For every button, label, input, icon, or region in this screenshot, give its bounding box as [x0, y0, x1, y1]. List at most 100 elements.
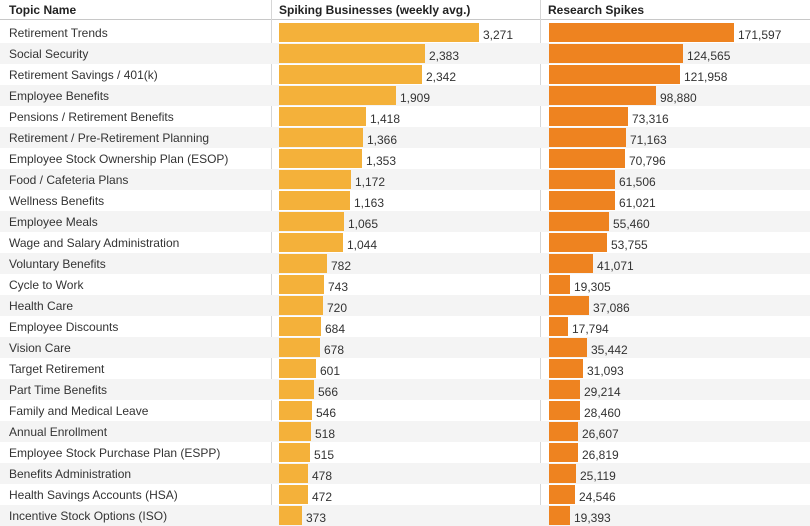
spiking-businesses-bar[interactable] [279, 422, 311, 441]
research-spikes-bar[interactable] [549, 359, 583, 378]
spiking-businesses-bar[interactable] [279, 212, 344, 231]
research-spikes-bar[interactable] [549, 296, 589, 315]
table-row[interactable]: Employee Benefits 1,909 98,880 [0, 85, 810, 106]
research-spikes-bar[interactable] [549, 401, 580, 420]
research-spikes-bar[interactable] [549, 65, 680, 84]
spiking-businesses-bar[interactable] [279, 23, 479, 42]
header-spiking-businesses[interactable]: Spiking Businesses (weekly avg.) [279, 3, 471, 17]
spiking-businesses-bar[interactable] [279, 380, 314, 399]
research-spikes-value: 25,119 [580, 469, 616, 483]
topic-name: Part Time Benefits [9, 383, 108, 397]
spiking-businesses-bar[interactable] [279, 317, 321, 336]
spiking-businesses-bar[interactable] [279, 359, 316, 378]
research-spikes-bar[interactable] [549, 464, 576, 483]
spiking-businesses-bar[interactable] [279, 170, 351, 189]
spiking-businesses-bar[interactable] [279, 443, 310, 462]
research-spikes-bar[interactable] [549, 86, 656, 105]
table-row[interactable]: Voluntary Benefits 782 41,071 [0, 253, 810, 274]
topic-name: Wage and Salary Administration [9, 236, 180, 250]
table-row[interactable]: Social Security 2,383 124,565 [0, 43, 810, 64]
spiking-businesses-bar[interactable] [279, 86, 396, 105]
spiking-businesses-value: 566 [318, 385, 339, 399]
research-spikes-bar[interactable] [549, 191, 615, 210]
table-row[interactable]: Health Savings Accounts (HSA) 472 24,546 [0, 484, 810, 505]
research-spikes-bar[interactable] [549, 380, 580, 399]
spiking-businesses-bar[interactable] [279, 191, 350, 210]
research-spikes-bar[interactable] [549, 443, 578, 462]
spiking-businesses-value: 1,044 [347, 238, 378, 252]
spiking-businesses-bar[interactable] [279, 296, 323, 315]
spiking-businesses-value: 1,163 [354, 196, 385, 210]
table-row[interactable]: Employee Stock Ownership Plan (ESOP) 1,35… [0, 148, 810, 169]
spiking-businesses-value: 1,065 [348, 217, 379, 231]
research-spikes-bar[interactable] [549, 254, 593, 273]
research-spikes-value: 121,958 [684, 70, 728, 84]
table-row[interactable]: Health Care 720 37,086 [0, 295, 810, 316]
table-row[interactable]: Annual Enrollment 518 26,607 [0, 421, 810, 442]
research-spikes-bar[interactable] [549, 23, 734, 42]
spiking-businesses-bar[interactable] [279, 506, 302, 525]
topic-name: Benefits Administration [9, 467, 132, 481]
table-row[interactable]: Part Time Benefits 566 29,214 [0, 379, 810, 400]
spiking-businesses-bar[interactable] [279, 254, 327, 273]
spiking-businesses-value: 720 [327, 301, 348, 315]
research-spikes-bar[interactable] [549, 233, 607, 252]
table-row[interactable]: Employee Discounts 684 17,794 [0, 316, 810, 337]
research-spikes-bar[interactable] [549, 338, 587, 357]
table-row[interactable]: Wellness Benefits 1,163 61,021 [0, 190, 810, 211]
research-spikes-value: 29,214 [584, 385, 621, 399]
table-row[interactable]: Wage and Salary Administration 1,044 53,75… [0, 232, 810, 253]
table-row[interactable]: Cycle to Work 743 19,305 [0, 274, 810, 295]
spiking-businesses-bar[interactable] [279, 149, 362, 168]
table-row[interactable]: Employee Meals 1,065 55,460 [0, 211, 810, 232]
research-spikes-bar[interactable] [549, 128, 626, 147]
table-row[interactable]: Employee Stock Purchase Plan (ESPP) 515 26… [0, 442, 810, 463]
research-spikes-value: 171,597 [738, 28, 782, 42]
topic-name: Retirement / Pre-Retirement Planning [9, 131, 210, 145]
spiking-businesses-bar[interactable] [279, 128, 363, 147]
research-spikes-bar[interactable] [549, 170, 615, 189]
research-spikes-bar[interactable] [549, 422, 578, 441]
spiking-businesses-bar[interactable] [279, 233, 343, 252]
research-spikes-value: 35,442 [591, 343, 628, 357]
research-spikes-value: 28,460 [584, 406, 621, 420]
topic-name: Annual Enrollment [9, 425, 108, 439]
spiking-businesses-bar[interactable] [279, 65, 422, 84]
spiking-businesses-bar[interactable] [279, 485, 308, 504]
topic-name: Retirement Trends [9, 26, 108, 40]
research-spikes-bar[interactable] [549, 317, 568, 336]
research-spikes-value: 19,305 [574, 280, 611, 294]
spiking-businesses-value: 1,353 [366, 154, 397, 168]
spiking-businesses-bar[interactable] [279, 401, 312, 420]
spiking-businesses-bar[interactable] [279, 338, 320, 357]
spiking-businesses-bar[interactable] [279, 107, 366, 126]
header-topic-name[interactable]: Topic Name [9, 3, 77, 17]
spiking-businesses-value: 2,342 [426, 70, 457, 84]
research-spikes-bar[interactable] [549, 44, 683, 63]
research-spikes-bar[interactable] [549, 275, 570, 294]
table-row[interactable]: Target Retirement 601 31,093 [0, 358, 810, 379]
research-spikes-bar[interactable] [549, 212, 609, 231]
topic-name: Social Security [9, 47, 89, 61]
topic-name: Voluntary Benefits [9, 257, 106, 271]
research-spikes-bar[interactable] [549, 506, 570, 525]
research-spikes-bar[interactable] [549, 485, 575, 504]
table-row[interactable]: Retirement / Pre-Retirement Planning 1,36… [0, 127, 810, 148]
table-row[interactable]: Food / Cafeteria Plans 1,172 61,506 [0, 169, 810, 190]
research-spikes-value: 19,393 [574, 511, 611, 525]
research-spikes-bar[interactable] [549, 149, 625, 168]
table-row[interactable]: Retirement Savings / 401(k) 2,342 121,958 [0, 64, 810, 85]
table-row[interactable]: Retirement Trends 3,271 171,597 [0, 22, 810, 43]
spiking-businesses-bar[interactable] [279, 44, 425, 63]
research-spikes-bar[interactable] [549, 107, 628, 126]
table-row[interactable]: Benefits Administration 478 25,119 [0, 463, 810, 484]
topic-name: Employee Stock Purchase Plan (ESPP) [9, 446, 221, 460]
table-row[interactable]: Pensions / Retirement Benefits 1,418 73,31… [0, 106, 810, 127]
spiking-businesses-bar[interactable] [279, 464, 308, 483]
table-row[interactable]: Vision Care 678 35,442 [0, 337, 810, 358]
research-spikes-value: 55,460 [613, 217, 650, 231]
table-row[interactable]: Incentive Stock Options (ISO) 373 19,393 [0, 505, 810, 526]
table-row[interactable]: Family and Medical Leave 546 28,460 [0, 400, 810, 421]
header-research-spikes[interactable]: Research Spikes [548, 3, 645, 17]
spiking-businesses-bar[interactable] [279, 275, 324, 294]
